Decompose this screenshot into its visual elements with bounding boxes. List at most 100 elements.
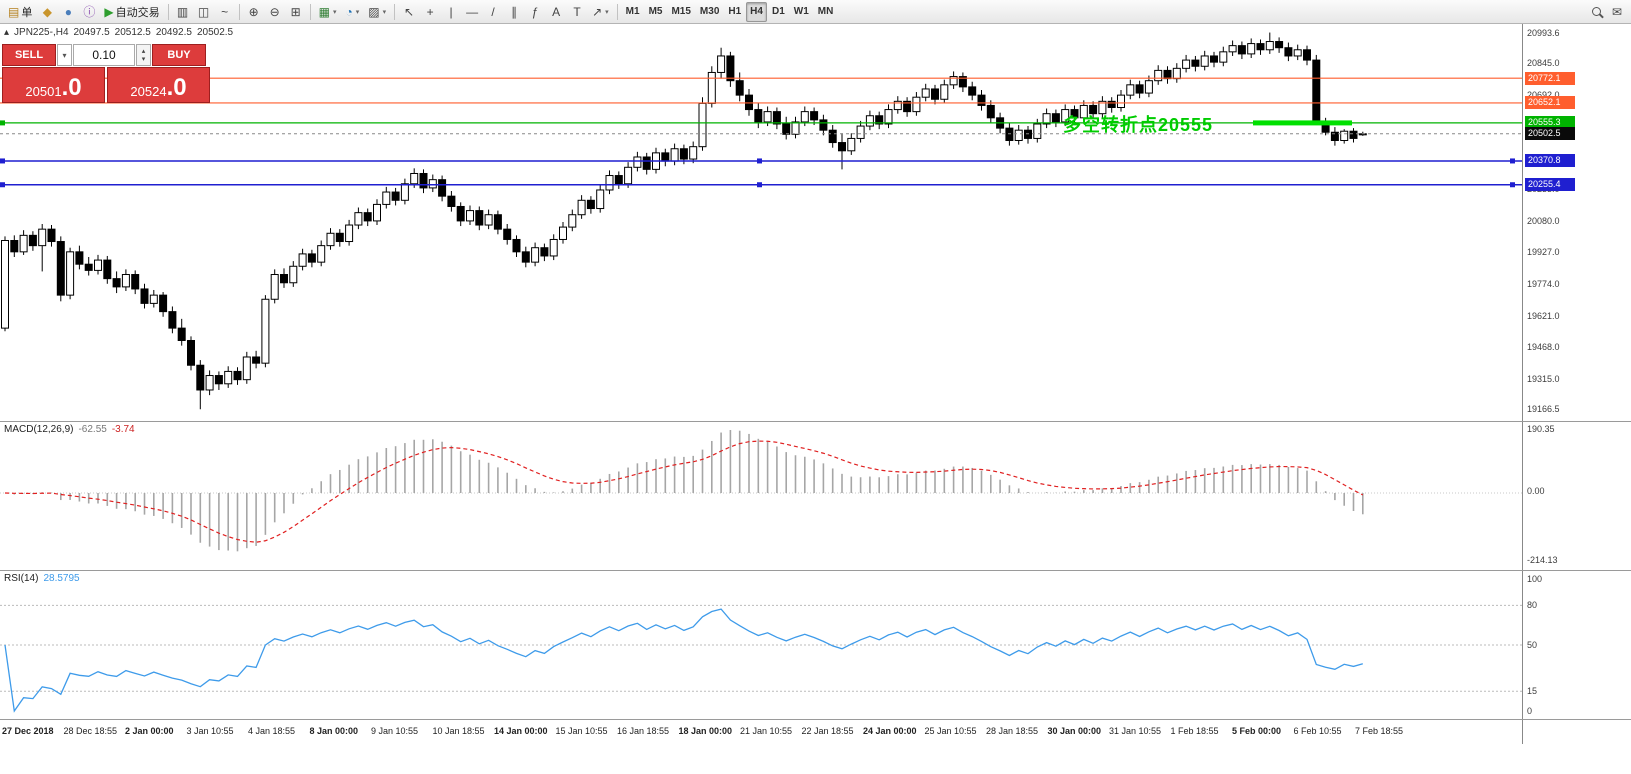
lot-increase-button[interactable]: ▴ — [141, 48, 146, 55]
rsi-label: RSI(14) 28.5795 — [4, 573, 85, 584]
candle-body — [56, 241, 65, 296]
mail-icon[interactable]: ✉ — [1607, 2, 1627, 22]
lot-size-input[interactable]: 0.10 — [73, 44, 135, 66]
cursor-icon[interactable]: ↖ — [399, 2, 419, 22]
time-label: 22 Jan 18:55 — [801, 726, 854, 736]
candle-body — [763, 111, 772, 123]
candle-body — [1061, 109, 1070, 123]
label-icon[interactable]: T — [567, 2, 587, 22]
sell-button[interactable]: SELL — [2, 44, 56, 66]
period-icon-dropdown[interactable]: ▾ — [355, 8, 360, 16]
buy-price-display[interactable]: 20524 .0 — [107, 67, 210, 103]
candle-body — [1051, 113, 1060, 123]
price-tick: 19315.0 — [1527, 373, 1560, 384]
candlestick-chart-icon[interactable]: ◫ — [194, 2, 214, 22]
template-icon[interactable]: ▨ ▾ — [364, 2, 390, 22]
candle-body — [400, 183, 409, 201]
price-tick: 20692.0 — [1527, 89, 1560, 100]
candlestick-chart-icon: ◫ — [197, 4, 210, 19]
arrows-icon-dropdown[interactable]: ▾ — [605, 8, 609, 16]
text-icon[interactable]: A — [546, 2, 566, 22]
search-icon[interactable] — [1586, 2, 1606, 22]
new-chart-icon[interactable]: ▦ ▾ — [315, 2, 341, 22]
info-icon[interactable]: ⓘ — [79, 2, 99, 22]
candle-body — [1024, 129, 1032, 139]
zoom-out-icon[interactable]: ⊖ — [265, 2, 285, 22]
buy-button[interactable]: BUY — [152, 44, 206, 66]
timeframe-m5[interactable]: M5 — [648, 6, 663, 17]
template-icon-dropdown[interactable]: ▾ — [382, 8, 387, 16]
candle-body — [1042, 113, 1051, 125]
candle-body — [986, 104, 995, 119]
vertical-line-icon[interactable]: | — [441, 2, 461, 22]
rsi-axis-label: 15 — [1527, 686, 1538, 697]
time-label: 4 Jan 18:55 — [248, 726, 296, 736]
timeframe-h4[interactable]: H4 — [746, 1, 767, 22]
thick-green-trendline[interactable] — [1253, 120, 1352, 126]
panel-separator[interactable] — [0, 719, 1631, 720]
lot-stepper[interactable]: ▴ ▾ — [136, 44, 151, 66]
timeframe-m30[interactable]: M30 — [699, 6, 720, 17]
horizontal-line-icon[interactable]: — — [462, 2, 482, 22]
lot-dropdown-button[interactable]: ▾ — [57, 44, 72, 66]
time-label: 9 Jan 10:55 — [371, 726, 419, 736]
candle-body — [838, 142, 846, 152]
rsi-line — [4, 608, 1363, 713]
price-tick: 19166.5 — [1527, 404, 1560, 415]
time-label: 30 Jan 00:00 — [1047, 726, 1102, 736]
zoom-in-icon[interactable]: ⊕ — [244, 2, 264, 22]
hline-handle[interactable] — [0, 182, 5, 188]
candle-body — [949, 76, 958, 86]
timeframe-mn[interactable]: MN — [817, 6, 834, 17]
candle-body — [791, 121, 800, 135]
new-chart-icon-dropdown[interactable]: ▾ — [332, 8, 337, 16]
line-chart-icon[interactable]: ~ — [215, 2, 235, 22]
candle-body — [1117, 94, 1125, 109]
timeframe-w1[interactable]: W1 — [793, 6, 809, 17]
timeframe-m15[interactable]: M15 — [671, 6, 691, 17]
crosshair-icon[interactable]: + — [420, 2, 440, 22]
candle-body — [1135, 84, 1144, 94]
fibonacci-icon[interactable]: ƒ — [525, 2, 545, 22]
lot-decrease-button[interactable]: ▾ — [141, 56, 146, 63]
autotrading-button[interactable]: ▶ 自动交易 — [100, 2, 163, 22]
candle-body — [903, 100, 912, 113]
hline-handle[interactable] — [1510, 158, 1515, 164]
rsi-axis-label: 50 — [1527, 640, 1538, 650]
period-icon[interactable]: ◔ ▾ — [341, 2, 363, 22]
timeframe-d1[interactable]: D1 — [771, 6, 785, 17]
timeframe-h1[interactable]: H1 — [728, 6, 742, 17]
candle-body — [1014, 129, 1023, 141]
time-axis[interactable]: 27 Dec 2018 28 Dec 18:55 2 Jan 00:00 3 Jan … — [0, 720, 1631, 744]
price-tick: 19927.0 — [1527, 247, 1560, 258]
candle-body — [466, 210, 474, 222]
tile-windows-icon[interactable]: ⊞ — [286, 2, 306, 22]
trendline-icon[interactable]: / — [483, 2, 503, 22]
profile-icon[interactable]: ● — [58, 2, 78, 22]
metaquotes-icon[interactable]: ◆ — [37, 2, 57, 22]
channel-icon: ∥ — [511, 4, 518, 19]
hline-handle[interactable] — [757, 182, 762, 188]
candle-body — [624, 166, 633, 185]
hline-handle[interactable] — [1510, 182, 1515, 188]
candle-body — [698, 102, 707, 148]
panel-separator[interactable] — [0, 421, 1631, 422]
hline-handle[interactable] — [0, 120, 5, 126]
bar-chart-icon[interactable]: ▥ — [173, 2, 193, 22]
sell-price-display[interactable]: 20501 .0 — [2, 67, 105, 103]
symbol-ohlc-readout: ▴ JPN225-,H4 20497.5 20512.5 20492.5 20502.5 — [4, 27, 238, 38]
arrows-icon[interactable]: ↗ ▾ — [588, 2, 613, 22]
candle-body — [1210, 55, 1218, 63]
candle-body — [540, 247, 549, 257]
candle-body — [1, 239, 9, 329]
channel-icon[interactable]: ∥ — [504, 2, 524, 22]
chart-annotation-text[interactable]: 多空转折点20555 — [1063, 115, 1214, 135]
new-order-button[interactable]: ▤ 单 — [4, 2, 36, 22]
panel-separator[interactable] — [0, 570, 1631, 571]
candle-body — [270, 274, 279, 300]
macd-axis-label: 190.35 — [1527, 424, 1555, 434]
timeframe-m1[interactable]: M1 — [625, 6, 640, 17]
hline-handle[interactable] — [757, 158, 762, 164]
candle-body — [1079, 104, 1088, 119]
hline-handle[interactable] — [0, 158, 5, 164]
